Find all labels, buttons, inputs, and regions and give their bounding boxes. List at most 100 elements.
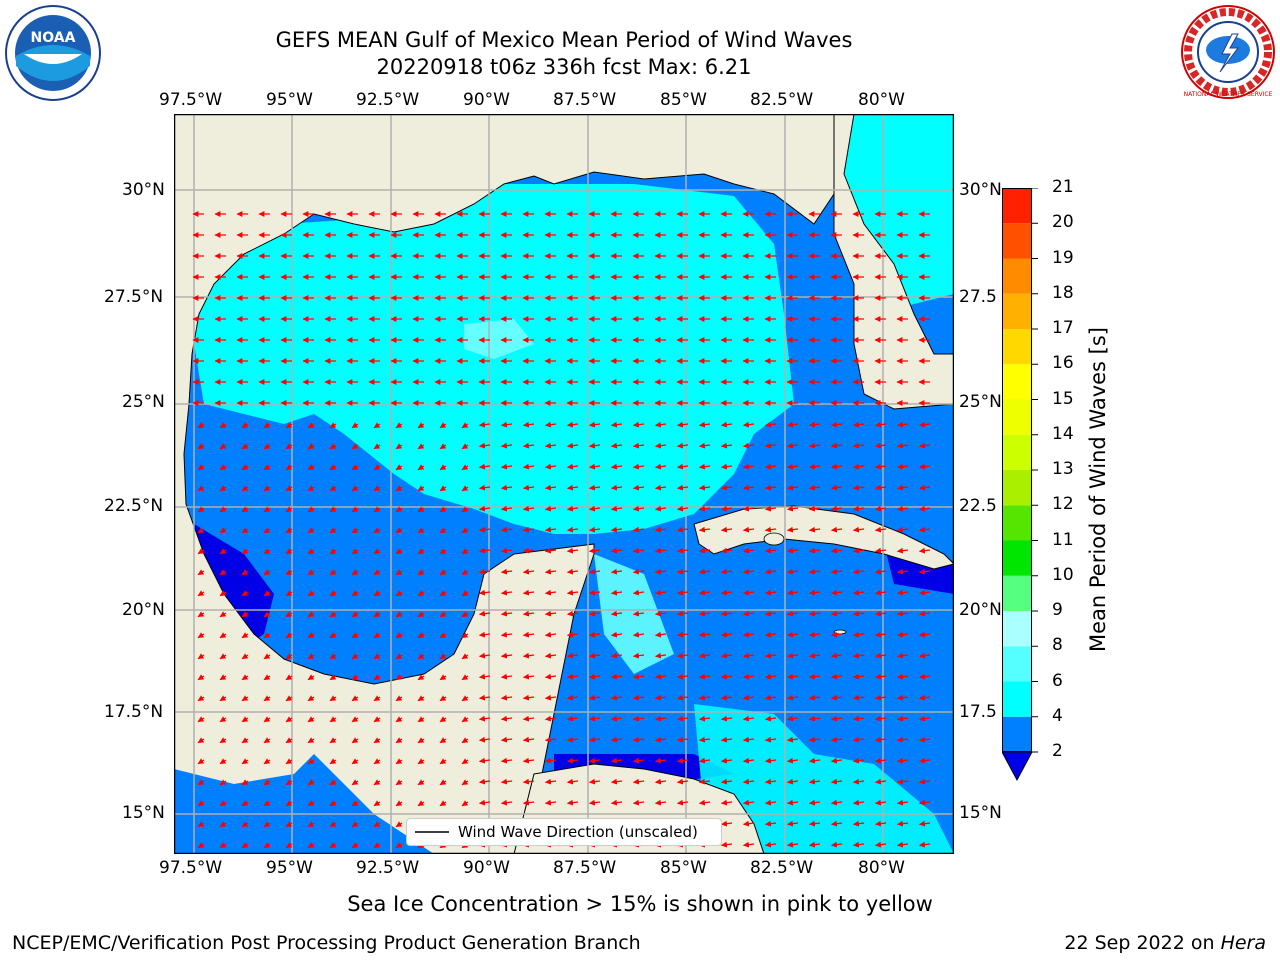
wind-arrow (307, 548, 315, 555)
pacific-zone (174, 754, 434, 854)
wind-arrow (786, 568, 799, 575)
wind-arrow (395, 800, 403, 807)
wind-arrow (351, 611, 359, 618)
wind-arrow (241, 695, 249, 702)
wind-arrow (544, 442, 557, 449)
wind-arrow (698, 421, 711, 428)
wind-arrow (522, 568, 535, 575)
wind-arrow (197, 695, 205, 702)
wind-arrow (307, 506, 315, 513)
wind-arrow (852, 841, 865, 848)
wind-arrow (478, 673, 491, 680)
wind-arrow (439, 716, 447, 723)
wind-arrow (610, 631, 623, 638)
wind-arrow (896, 526, 909, 533)
wind-arrow (241, 779, 249, 786)
wind-arrow (918, 652, 931, 659)
colorbar-segment (1002, 399, 1032, 435)
wind-arrow (588, 421, 601, 428)
wind-arrow (307, 443, 315, 450)
wind-arrow (329, 632, 337, 639)
wind-arrow (197, 464, 205, 471)
wind-arrow (698, 526, 711, 533)
wind-arrow (698, 715, 711, 722)
colorbar-tick-label: 21 (1052, 177, 1074, 197)
wind-arrow (522, 631, 535, 638)
wind-arrow (588, 505, 601, 512)
wind-arrow (219, 653, 227, 660)
wind-arrow (918, 568, 931, 575)
wind-arrow (329, 443, 337, 450)
wind-arrow (263, 779, 271, 786)
wind-arrow (351, 821, 359, 828)
wind-arrow (285, 443, 293, 450)
wind-arrow (197, 548, 205, 555)
wind-arrow (874, 589, 887, 596)
wind-arrow (522, 526, 535, 533)
wind-arrow (373, 422, 381, 429)
wind-arrow (742, 463, 755, 470)
wind-arrow (720, 778, 733, 785)
wind-arrow (830, 547, 843, 554)
wind-arrow (786, 421, 799, 428)
map-legend: Wind Wave Direction (unscaled) (406, 818, 722, 846)
wind-arrow (764, 463, 777, 470)
wind-arrow (830, 820, 843, 827)
wind-arrow (808, 547, 821, 554)
wind-arrow (566, 799, 579, 806)
wind-arrow (786, 589, 799, 596)
wind-arrow (395, 548, 403, 555)
lat-label-right: 20°N (959, 600, 1002, 620)
wind-arrow (654, 610, 667, 617)
wind-arrow (852, 778, 865, 785)
lat-label-left: 30°N (122, 180, 165, 200)
wind-arrow (720, 715, 733, 722)
wind-arrow (764, 652, 777, 659)
wind-arrow (654, 421, 667, 428)
wind-arrow (285, 485, 293, 492)
wind-arrow (263, 443, 271, 450)
wind-arrow (285, 779, 293, 786)
wind-arrow (263, 758, 271, 765)
wind-arrow (874, 547, 887, 554)
wind-arrow (395, 506, 403, 513)
wind-arrow (808, 526, 821, 533)
wind-arrow (373, 548, 381, 555)
wind-arrow (522, 589, 535, 596)
wind-arrow (307, 485, 315, 492)
lat-label-right: 30°N (959, 180, 1002, 200)
wind-arrow (351, 779, 359, 786)
colorbar-tick-label: 19 (1052, 247, 1074, 268)
wind-arrow (263, 716, 271, 723)
wind-arrow (439, 485, 447, 492)
wind-arrow (632, 568, 645, 575)
wind-arrow (566, 463, 579, 470)
lon-label-top: 92.5°W (356, 90, 420, 110)
cyan-zone-caribbean (694, 704, 954, 854)
wind-arrow (742, 673, 755, 680)
wind-arrow (544, 463, 557, 470)
wind-arrow (698, 673, 711, 680)
wind-arrow (632, 526, 645, 533)
wind-arrow (676, 526, 689, 533)
wind-arrow (566, 421, 579, 428)
wind-arrow (918, 841, 931, 848)
wind-arrow (896, 652, 909, 659)
wind-arrow (918, 547, 931, 554)
wind-arrow (742, 568, 755, 575)
wind-arrow (720, 547, 733, 554)
wind-arrow (786, 652, 799, 659)
wind-arrow (874, 484, 887, 491)
wind-arrow (588, 757, 601, 764)
wind-arrow (566, 505, 579, 512)
wind-arrow (263, 842, 271, 849)
wind-arrow (544, 610, 557, 617)
wind-arrow (373, 674, 381, 681)
wind-arrow (263, 464, 271, 471)
wind-arrow (588, 589, 601, 596)
wind-arrow (417, 632, 425, 639)
lon-label-top: 85°W (660, 90, 707, 110)
wind-arrow (610, 589, 623, 596)
wind-arrow (351, 485, 359, 492)
wind-arrow (522, 736, 535, 743)
